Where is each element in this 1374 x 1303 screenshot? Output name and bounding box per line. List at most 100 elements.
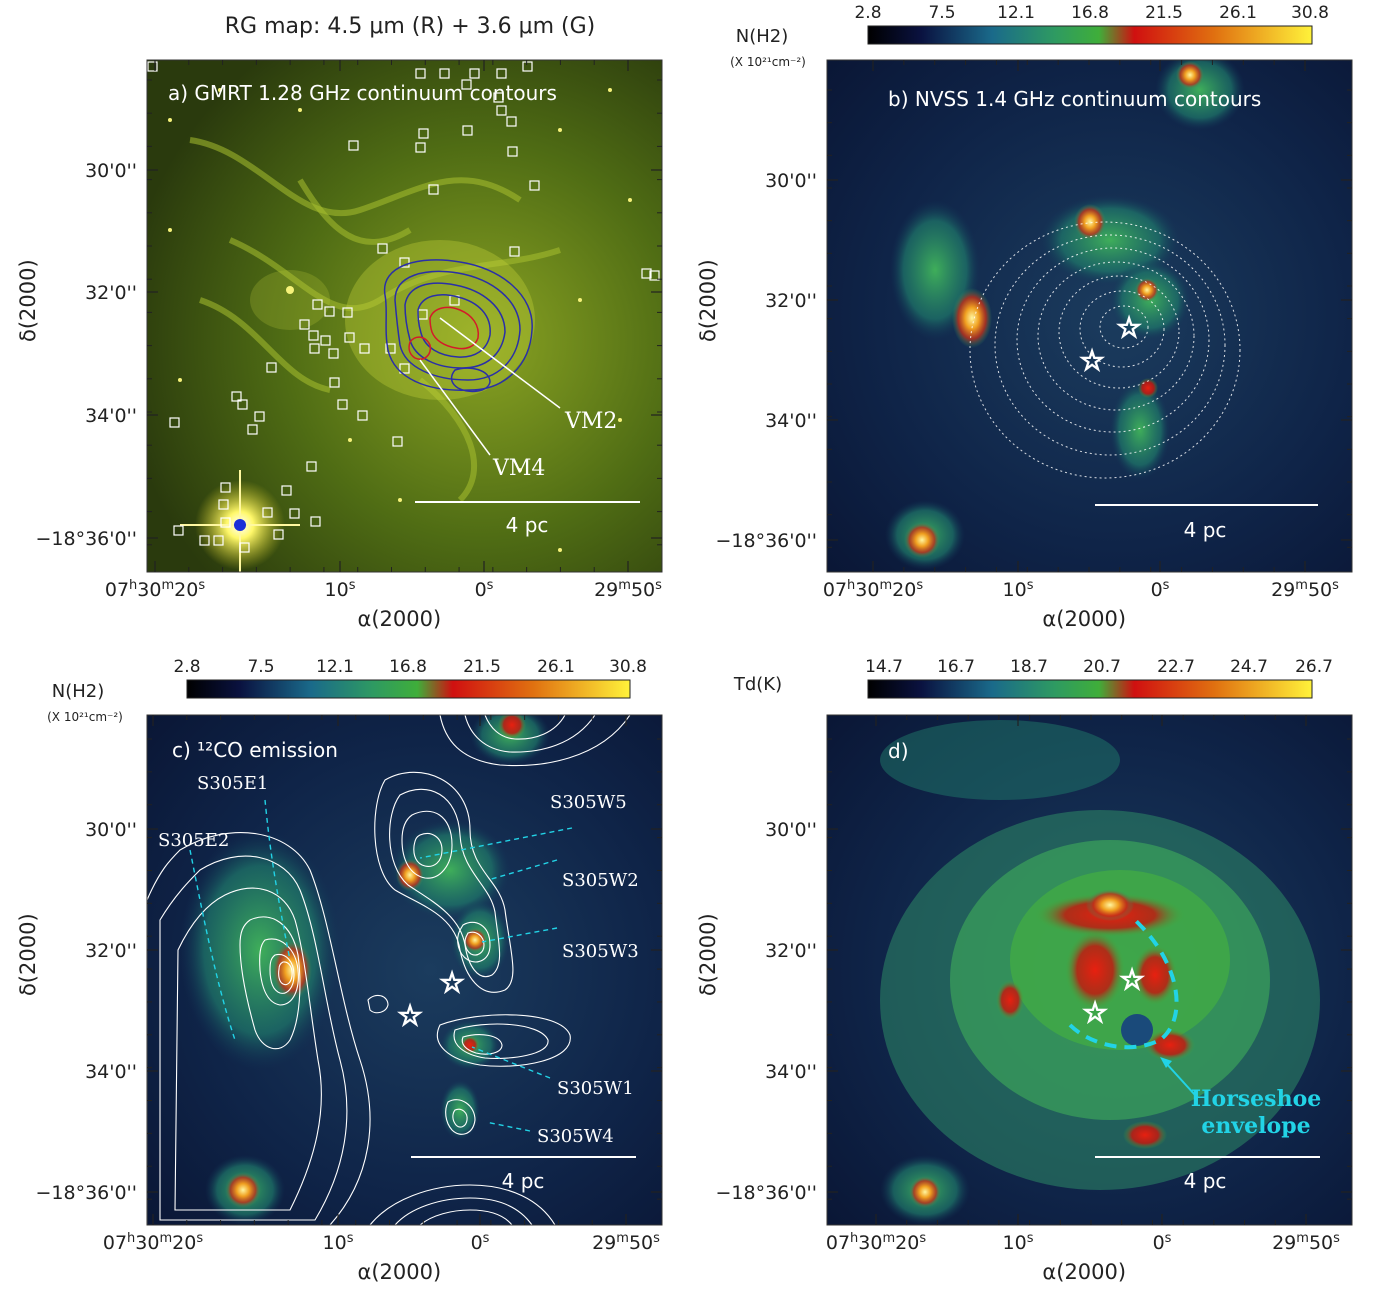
dec-tick-label: 32'0'' [85, 940, 137, 962]
panel-b-cbar-tick-1: 7.5 [928, 3, 955, 23]
panel-c-cbar-tick-0: 2.8 [173, 657, 200, 677]
gmrt-contours [383, 259, 533, 393]
dec-axis-title: δ(2000) [696, 259, 720, 342]
ra-axis-title: α(2000) [1042, 607, 1126, 631]
panel-d-cbar-tick-4: 22.7 [1157, 657, 1195, 677]
horseshoe-outline [1068, 918, 1179, 1050]
clump-label-w4: S305W4 [537, 1126, 614, 1147]
panel-c-colorbar [186, 679, 631, 699]
ra-tick-label: 10s [1003, 578, 1034, 602]
panel-c-cbar-tick-6: 30.8 [609, 657, 647, 677]
ra-tick-label: 29m50s [594, 578, 662, 602]
dec-axis-title: δ(2000) [16, 913, 40, 996]
ra-tick-label: 0s [475, 578, 494, 602]
panel-d-scale-label: 4 pc [1184, 1169, 1227, 1193]
panel-c-cbar-tick-4: 21.5 [463, 657, 501, 677]
panel-c-cbar-tick-5: 26.1 [537, 657, 575, 677]
clump-label-w2: S305W2 [562, 870, 639, 891]
panel-c-cbar-unit: (X 10²¹cm⁻²) [47, 710, 123, 724]
horseshoe-label-2: envelope [1201, 1113, 1310, 1139]
panel-b-cbar-tick-3: 16.8 [1071, 3, 1109, 23]
panel-d-colorbar [867, 679, 1313, 699]
ra-tick-label: 0s [1153, 1231, 1172, 1255]
clump-label-e2: S305E2 [158, 830, 229, 851]
ra-tick-label: 10s [325, 578, 356, 602]
ra-tick-label: 07h30m20s [105, 578, 205, 602]
vm2-label: VM2 [564, 409, 617, 434]
panel-a-title: RG map: 4.5 μm (R) + 3.6 μm (G) [225, 14, 596, 39]
panel-b-cbar-unit: (X 10²¹cm⁻²) [730, 55, 806, 69]
star-marker-c1: ☆ [439, 966, 464, 999]
panel-b-cbar-tick-2: 12.1 [997, 3, 1035, 23]
ra-tick-label: 29m50s [1271, 578, 1339, 602]
dec-tick-label: 30'0'' [85, 160, 137, 182]
clump-pointers [189, 799, 573, 1132]
clump-label-w5: S305W5 [550, 792, 627, 813]
panel-d-label: d) [888, 739, 909, 763]
yso-markers [147, 61, 660, 553]
dec-tick-label: 34'0'' [85, 1061, 137, 1083]
panel-d-cbar-tick-6: 26.7 [1295, 657, 1333, 677]
co-contours [147, 715, 631, 1225]
panel-c-cbar-title: N(H2) [52, 681, 105, 702]
ra-axis-title: α(2000) [358, 607, 442, 631]
nvss-contours [969, 221, 1241, 479]
blue-dot-marker [234, 519, 246, 531]
ra-axis-title: α(2000) [1042, 1260, 1126, 1284]
panel-b-colorbar [867, 25, 1313, 45]
panel-d-cbar-tick-3: 20.7 [1083, 657, 1121, 677]
panel-c-cbar-tick-3: 16.8 [389, 657, 427, 677]
vm2-pointer [439, 317, 561, 409]
star-marker-c2: ☆ [397, 999, 422, 1032]
dec-tick-label: 34'0'' [765, 1061, 817, 1083]
panel-a-scale-label: 4 pc [506, 513, 549, 537]
axes-group: 07h30m20s 10s 0s 29m50s 30'0'' 32'0'' 34'0'' −1… [16, 60, 1352, 1284]
ra-axis-title: α(2000) [358, 1260, 442, 1284]
ra-tick-label: 0s [471, 1231, 490, 1255]
dec-tick-label: 30'0'' [765, 819, 817, 841]
panel-c-label: c) ¹²CO emission [172, 738, 338, 762]
panel-b-label: b) NVSS 1.4 GHz continuum contours [888, 87, 1261, 111]
ra-tick-label: 29m50s [1272, 1231, 1340, 1255]
ra-tick-label: 0s [1151, 578, 1170, 602]
dec-axis-title: δ(2000) [696, 913, 720, 996]
dec-axis-title: δ(2000) [16, 259, 40, 342]
panel-b-cbar-tick-4: 21.5 [1145, 3, 1183, 23]
dec-tick-label: −18°36'0'' [715, 1182, 817, 1204]
panel-d-cbar-tick-2: 18.7 [1010, 657, 1048, 677]
dec-tick-label: −18°36'0'' [35, 528, 137, 550]
dec-tick-label: 30'0'' [85, 819, 137, 841]
panel-a: a) GMRT 1.28 GHz continuum contours VM2 … [146, 59, 663, 573]
dec-tick-label: −18°36'0'' [35, 1182, 137, 1204]
star-marker-2: ☆ [1079, 344, 1104, 377]
panel-b-cbar-tick-6: 30.8 [1291, 3, 1329, 23]
panel-a-label: a) GMRT 1.28 GHz continuum contours [168, 81, 557, 105]
vm4-label: VM4 [492, 456, 545, 481]
dec-tick-label: 34'0'' [85, 405, 137, 427]
ra-tick-label: 29m50s [592, 1231, 660, 1255]
vm4-pointer [419, 359, 491, 456]
panel-c-cbar-tick-2: 12.1 [316, 657, 354, 677]
ra-tick-label: 07h30m20s [103, 1231, 203, 1255]
ra-tick-label: 07h30m20s [823, 578, 923, 602]
star-marker-d2: ☆ [1082, 996, 1107, 1029]
dec-tick-label: 32'0'' [85, 282, 137, 304]
dec-tick-label: 30'0'' [765, 170, 817, 192]
panel-d-cbar-tick-0: 14.7 [865, 657, 903, 677]
dec-tick-label: 32'0'' [765, 290, 817, 312]
horseshoe-label-1: Horseshoe [1191, 1086, 1322, 1112]
ra-tick-label: 07h30m20s [826, 1231, 926, 1255]
panel-b-cbar-tick-5: 26.1 [1219, 3, 1257, 23]
panel-b: ☆ ☆ b) NVSS 1.4 GHz continuum contours 4… [730, 3, 1353, 573]
panel-b-scale-label: 4 pc [1184, 518, 1227, 542]
dec-tick-label: −18°36'0'' [715, 530, 817, 552]
panel-c-scale-label: 4 pc [502, 1169, 545, 1193]
panel-b-cbar-tick-0: 2.8 [854, 3, 881, 23]
star-marker-d1: ☆ [1119, 963, 1144, 996]
horseshoe-arrowhead [1160, 1057, 1172, 1068]
clump-label-w3: S305W3 [562, 941, 639, 962]
horseshoe-arrow [1164, 1061, 1196, 1096]
panel-c: ☆ ☆ c) ¹²CO emission S305E1 S305E2 S305W… [47, 657, 663, 1226]
dec-tick-label: 32'0'' [765, 940, 817, 962]
